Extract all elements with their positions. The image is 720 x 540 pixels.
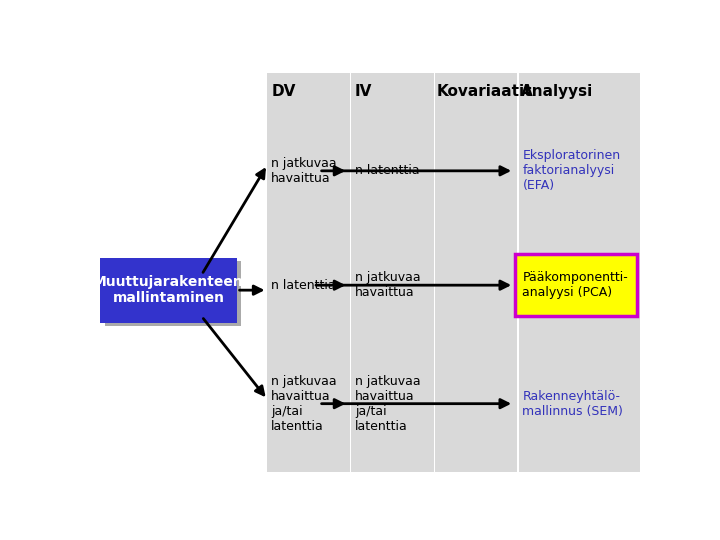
FancyBboxPatch shape [351,73,433,472]
Text: n jatkuvaa
havaittua
ja/tai
latenttia: n jatkuvaa havaittua ja/tai latenttia [271,375,337,433]
Text: n jatkuvaa
havaittua: n jatkuvaa havaittua [271,157,337,185]
Text: n jatkuvaa
havaittua
ja/tai
latenttia: n jatkuvaa havaittua ja/tai latenttia [355,375,420,433]
Text: DV: DV [271,84,296,98]
FancyBboxPatch shape [100,258,237,322]
Text: n latenttia: n latenttia [355,164,420,177]
Text: Muuttujarakenteen
mallintaminen: Muuttujarakenteen mallintaminen [93,275,244,306]
FancyBboxPatch shape [104,261,241,326]
Text: Kovariaatit: Kovariaatit [437,84,533,98]
FancyBboxPatch shape [435,73,518,472]
FancyBboxPatch shape [267,73,350,472]
Text: Rakenneyhtälö-
mallinnus (SEM): Rakenneyhtälö- mallinnus (SEM) [523,390,624,417]
FancyBboxPatch shape [518,73,640,472]
FancyBboxPatch shape [516,254,637,316]
Text: IV: IV [355,84,372,98]
Text: Eksploratorinen
faktorianalyysi
(EFA): Eksploratorinen faktorianalyysi (EFA) [523,150,621,192]
Text: n jatkuvaa
havaittua: n jatkuvaa havaittua [355,271,420,299]
Text: Analyysi: Analyysi [521,84,593,98]
Text: Pääkomponentti-
analyysi (PCA): Pääkomponentti- analyysi (PCA) [523,271,628,299]
Text: n latenttia: n latenttia [271,279,336,292]
